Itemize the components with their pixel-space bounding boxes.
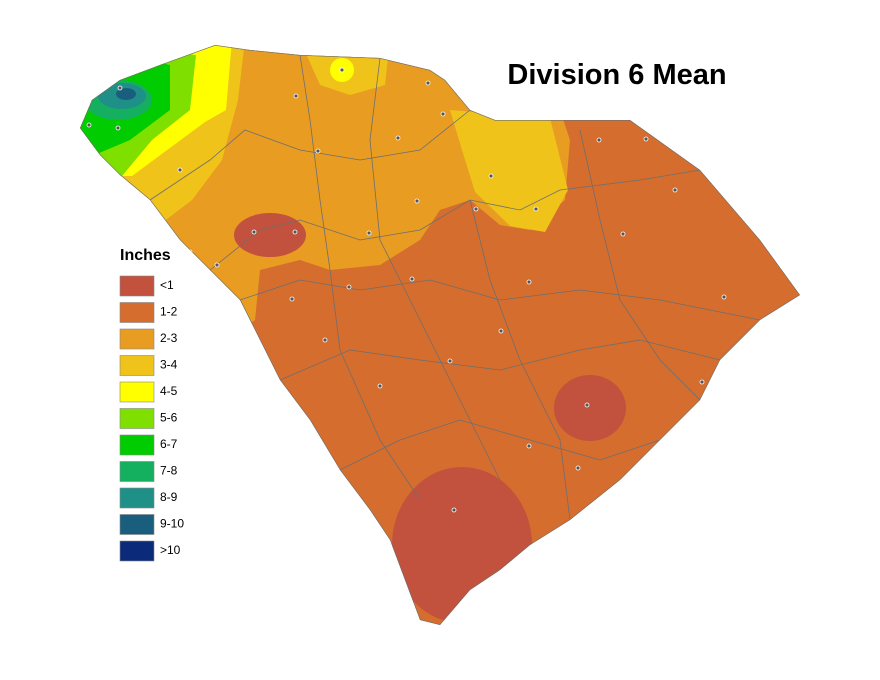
legend-swatch (119, 355, 155, 376)
legend-swatch (119, 328, 155, 350)
zone (554, 375, 626, 441)
legend-swatch (119, 514, 155, 535)
legend-label: >10 (160, 543, 181, 557)
legend-swatch (119, 540, 155, 562)
legend-label: <1 (160, 278, 174, 292)
legend-swatch (119, 434, 155, 456)
legend-swatch (119, 302, 155, 323)
county-lines (149, 54, 761, 521)
legend-swatch (119, 408, 155, 429)
legend-label: 6-7 (160, 437, 178, 451)
legend-label: 1-2 (160, 305, 178, 319)
legend-label: 4-5 (160, 384, 178, 398)
zone (450, 110, 568, 232)
zone (116, 88, 136, 100)
zone (392, 467, 532, 623)
legend-label: 9-10 (160, 517, 184, 531)
legend-swatch (119, 275, 155, 297)
stations (86, 67, 727, 513)
legend-label: 2-3 (160, 331, 178, 345)
legend-swatch (119, 381, 155, 403)
legend: <1 1-2 2-3 3-4 4-5 5-6 6-7 7-8 8-9 9-10 >10 (119, 275, 184, 562)
legend-label: 8-9 (160, 490, 178, 504)
legend-swatch (119, 487, 155, 509)
legend-label: 5-6 (160, 411, 178, 425)
legend-label: 3-4 (160, 358, 178, 372)
zone (234, 213, 306, 257)
legend-swatch (119, 461, 155, 482)
legend-label: 7-8 (160, 464, 178, 478)
map-title: Division 6 Mean (507, 59, 726, 91)
legend-title: Inches (120, 247, 171, 264)
